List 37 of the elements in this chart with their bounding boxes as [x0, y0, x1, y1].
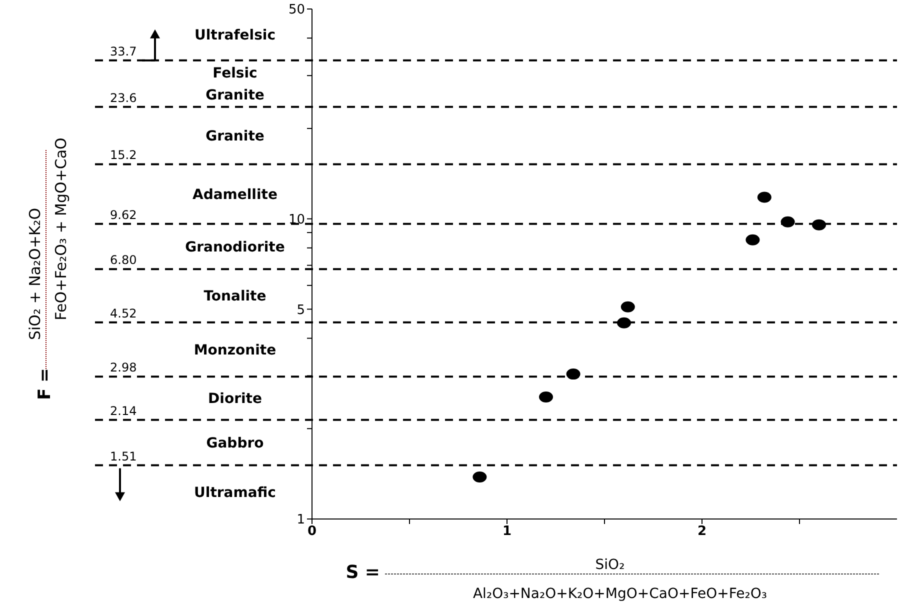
ref-line-label: 9.62: [110, 208, 137, 222]
point: [757, 192, 772, 203]
ref-line-label: 2.98: [110, 360, 137, 375]
x-tick-label: 0: [307, 524, 317, 540]
y-tick-label: 10: [288, 212, 305, 228]
ref-line-label: 6.80: [110, 253, 137, 268]
point: [566, 368, 580, 380]
text: Tonalite: [204, 288, 266, 305]
text: Adamellite: [192, 187, 278, 204]
ref-line-label: 23.6: [110, 90, 137, 105]
ref-line-label: 1.51: [110, 449, 137, 464]
text: Granite: [206, 128, 264, 145]
text: Granodiorite: [185, 239, 285, 256]
text: Gabbro: [206, 436, 264, 452]
point: [812, 219, 826, 230]
ref-line-label: 2.14: [110, 404, 137, 418]
y-tick-label: 50: [288, 2, 305, 18]
text: Monzonite: [194, 342, 276, 358]
text: Felsic Granite: [206, 66, 264, 104]
point: [620, 301, 635, 312]
point: [617, 317, 631, 328]
text: Diorite: [208, 391, 262, 408]
point: [746, 234, 760, 246]
text: S = SiO₂ Al₂O₃+Na₂O+K₂O+MgO+CaO+FeO+Fe₂O₃: [346, 557, 768, 602]
ref-line-label: 33.7: [110, 44, 137, 58]
x-tick-label: 2: [697, 524, 707, 540]
point: [780, 216, 795, 228]
ref-line-label: 15.2: [110, 148, 137, 162]
y-tick-label: 5: [296, 302, 305, 318]
text: Ultramafic: [194, 485, 276, 502]
x-tick-label: 1: [502, 524, 512, 540]
ref-line-label: 4.52: [110, 306, 137, 320]
y-tick-label: 1: [296, 512, 305, 528]
text: Ultrafelsic: [194, 28, 276, 44]
point: [539, 391, 553, 402]
text: F = SiO₂ + Na₂O+K₂O FeO+Fe₂O₃ + MgO+CaO: [26, 138, 70, 400]
point: [472, 472, 487, 483]
